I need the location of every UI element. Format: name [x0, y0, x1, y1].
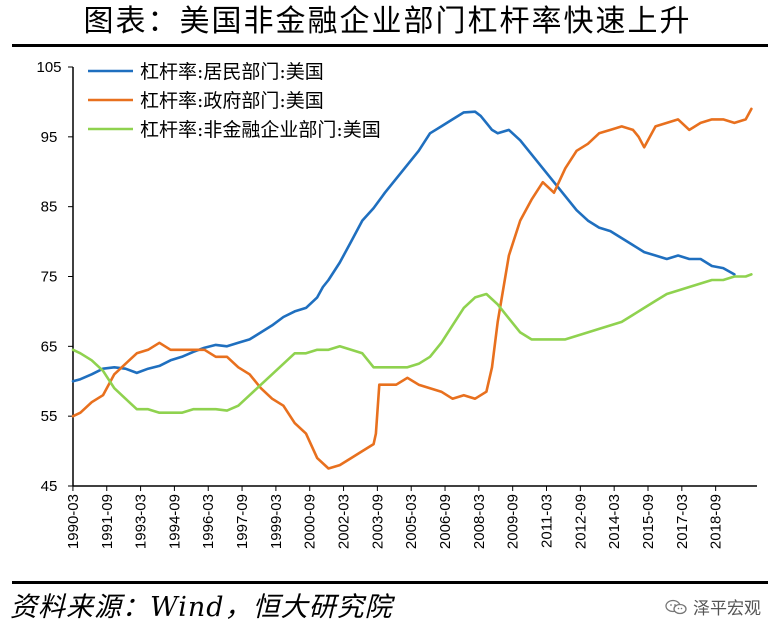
- chart-series: [71, 107, 753, 470]
- source-note: 资料来源：Wind，恒大研究院: [10, 592, 393, 623]
- x-tick-label: 1999-03: [268, 494, 285, 549]
- y-tick-label: 105: [36, 59, 61, 76]
- wechat-icon: [665, 599, 687, 614]
- x-tick-label: 2017-03: [674, 494, 691, 549]
- legend-label-2: 杠杆率:政府部门:美国: [140, 90, 324, 112]
- x-tick-label: 2018-09: [708, 494, 725, 549]
- x-tick-label: 2005-03: [403, 494, 420, 549]
- series-line-1: [71, 110, 736, 383]
- watermark-text: 泽平宏观: [693, 599, 761, 619]
- x-tick-label: 1993-03: [133, 494, 150, 549]
- watermark: 泽平宏观: [665, 594, 761, 619]
- x-tick-label: 2009-09: [505, 494, 522, 549]
- x-tick-label: 2014-03: [606, 494, 623, 549]
- x-tick-label: 2008-03: [471, 494, 488, 549]
- y-tick-label: 45: [41, 478, 58, 495]
- series-line-2: [71, 107, 753, 470]
- x-tick-label: 1991-09: [99, 494, 116, 549]
- x-tick-label: 1994-09: [166, 494, 183, 549]
- x-tick-label: 2012-09: [572, 494, 589, 549]
- title-divider: [12, 44, 768, 47]
- series-line-3: [71, 273, 753, 414]
- legend-label-3: 杠杆率:非金融企业部门:美国: [140, 119, 381, 141]
- page-title: 图表：美国非金融企业部门杠杆率快速上升: [83, 4, 692, 39]
- y-tick-label: 75: [41, 269, 58, 286]
- x-tick-label: 1996-03: [200, 494, 217, 549]
- y-tick-label: 55: [41, 408, 58, 425]
- x-tick-label: 2000-09: [302, 494, 319, 549]
- line-chart: 45 55 65 75 85 95 105 1990-03 1991-09 1993-03 1994…: [36, 59, 757, 549]
- x-tick-label: 2015-09: [640, 494, 657, 549]
- x-tick-label: 1997-09: [234, 494, 251, 549]
- x-tick-label: 2003-09: [369, 494, 386, 549]
- y-tick-label: 95: [41, 129, 58, 146]
- y-tick-label: 85: [41, 199, 58, 216]
- x-tick-label: 2011-03: [539, 494, 556, 548]
- footer-divider: [12, 581, 768, 584]
- x-tick-label: 2006-09: [437, 494, 454, 549]
- x-tick-label: 1990-03: [65, 494, 82, 549]
- chart-ticks: 45 55 65 75 85 95 105 1990-03 1991-09 1993-03 1994…: [36, 59, 724, 549]
- legend-label-1: 杠杆率:居民部门:美国: [140, 61, 324, 83]
- y-tick-label: 65: [41, 338, 58, 355]
- x-tick-label: 2002-03: [336, 494, 353, 549]
